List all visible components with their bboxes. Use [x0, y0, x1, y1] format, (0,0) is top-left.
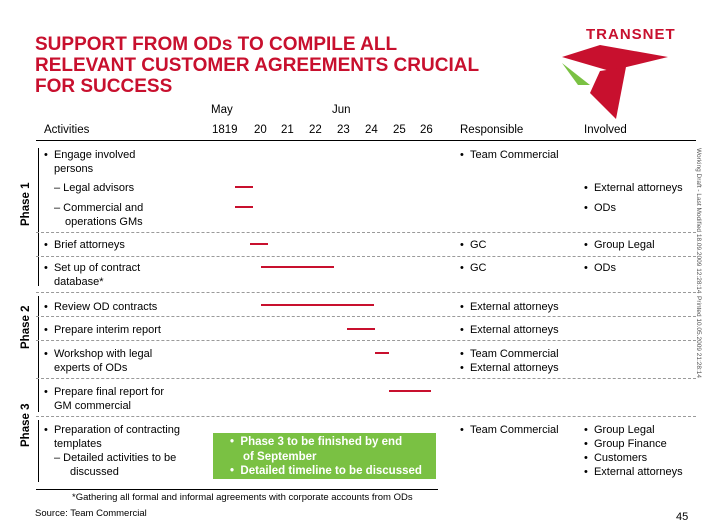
- phase-3-note: Phase 3 to be finished by end of Septemb…: [213, 433, 436, 479]
- activity-workshop-cont: experts of ODs: [54, 362, 128, 374]
- phase-3-note-line: of September: [243, 450, 317, 463]
- involved-commercial-gms: ODs: [584, 201, 616, 215]
- row-separator: [36, 416, 696, 417]
- activity-workshop: Workshop with legal: [44, 347, 152, 361]
- involved-setup: ODs: [584, 261, 616, 275]
- gantt-bar: [261, 266, 334, 268]
- activity-legal-advisors: – Legal advisors: [54, 182, 135, 194]
- responsible-contracting: Team Commercial: [460, 423, 559, 437]
- activity-setup: Set up of contract: [44, 261, 140, 275]
- responsible-interim: External attorneys: [460, 323, 559, 337]
- phase-3-line: [38, 420, 39, 482]
- title-line-1: SUPPORT FROM ODs TO COMPILE ALL: [35, 34, 398, 55]
- activity-brief: Brief attorneys: [44, 238, 125, 252]
- transnet-logo-text: TRANSNET: [586, 26, 676, 43]
- phase-1-label: Phase 1: [20, 182, 32, 226]
- activity-contracting-sub: – Detailed activities to be: [54, 452, 177, 464]
- printed-side-text: Printed 10.05.2009 21:28:14: [695, 296, 702, 379]
- day-label: 25: [393, 124, 406, 136]
- activity-commercial-gms: – Commercial and: [54, 202, 144, 214]
- activity-contracting-cont: templates: [54, 438, 102, 450]
- responsible-brief: GC: [460, 238, 487, 252]
- involved-legal-advisors: External attorneys: [584, 181, 683, 195]
- row-separator: [36, 316, 696, 317]
- responsible-workshop-2: External attorneys: [460, 361, 559, 375]
- day-label: 24: [365, 124, 378, 136]
- activity-final-report-cont: GM commercial: [54, 400, 132, 412]
- day-label: 21: [281, 124, 294, 136]
- responsible-setup: GC: [460, 261, 487, 275]
- row-separator: [36, 340, 696, 341]
- gantt-bar: [235, 206, 253, 208]
- responsible-workshop-1: Team Commercial: [460, 347, 559, 361]
- day-label: 22: [309, 124, 322, 136]
- gantt-bar: [261, 304, 374, 306]
- involved-contracting: Group Finance: [584, 437, 667, 451]
- responsible-header: Responsible: [460, 124, 524, 136]
- source-note: Source: Team Commercial: [35, 508, 147, 519]
- gantt-bar: [375, 352, 389, 354]
- involved-contracting: External attorneys: [584, 465, 683, 479]
- page-number: 45: [676, 511, 689, 523]
- involved-header: Involved: [584, 124, 627, 136]
- footnote-divider: [36, 489, 438, 490]
- activity-interim: Prepare interim report: [44, 323, 161, 337]
- activity-engage-cont: persons: [54, 163, 94, 175]
- day-label: 26: [420, 124, 433, 136]
- gantt-bar: [235, 186, 253, 188]
- day-label: 1819: [212, 124, 238, 136]
- involved-brief: Group Legal: [584, 238, 655, 252]
- activity-contracting: Preparation of contracting: [44, 423, 180, 437]
- phase-3-label: Phase 3: [20, 403, 32, 447]
- month-may: May: [211, 104, 233, 116]
- row-separator: [36, 378, 696, 379]
- phase-2-label: Phase 2: [20, 305, 32, 349]
- row-separator: [36, 232, 696, 233]
- involved-contracting: Customers: [584, 451, 647, 465]
- title-line-2: RELEVANT CUSTOMER AGREEMENTS CRUCIAL: [35, 55, 480, 76]
- day-label: 20: [254, 124, 267, 136]
- transnet-logo-icon: [562, 45, 668, 119]
- day-label: 23: [337, 124, 350, 136]
- activity-engage: Engage involved: [44, 148, 135, 162]
- activity-commercial-gms-cont: operations GMs: [65, 216, 143, 228]
- phase-1-line: [38, 148, 39, 286]
- gantt-bar: [347, 328, 375, 330]
- responsible-engage: Team Commercial: [460, 148, 559, 162]
- footnote: *Gathering all formal and informal agree…: [72, 492, 413, 503]
- activity-review: Review OD contracts: [44, 300, 157, 314]
- title-line-3: FOR SUCCESS: [35, 76, 173, 97]
- gantt-bar: [250, 243, 268, 245]
- activity-setup-cont: database*: [54, 276, 104, 288]
- draft-side-text: Working Draft - Last Modified 18.09.2009…: [695, 148, 702, 294]
- gantt-bar: [389, 390, 431, 392]
- activity-contracting-sub-cont: discussed: [70, 466, 119, 478]
- responsible-review: External attorneys: [460, 300, 559, 314]
- header-divider: [36, 140, 696, 141]
- involved-contracting: Group Legal: [584, 423, 655, 437]
- row-separator: [36, 256, 696, 257]
- page-title: SUPPORT FROM ODs TO COMPILE ALL RELEVANT…: [35, 34, 555, 97]
- month-jun: Jun: [332, 104, 351, 116]
- row-separator: [36, 292, 696, 293]
- phase-3-note-line: Detailed timeline to be discussed: [230, 464, 436, 479]
- phase-3-note-line: Phase 3 to be finished by end: [230, 435, 436, 450]
- phase-2-line: [38, 296, 39, 412]
- activity-final-report: Prepare final report for: [44, 385, 164, 399]
- activities-header: Activities: [44, 124, 90, 136]
